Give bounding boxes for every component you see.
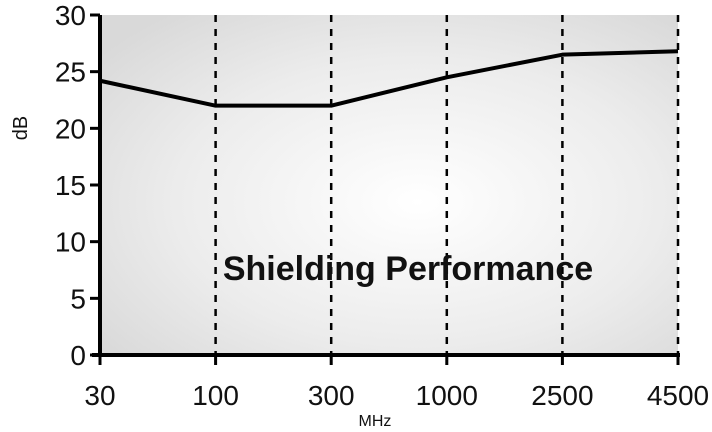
x-tick-label: 100 [192,380,239,411]
x-tick-label: 1000 [416,380,478,411]
grid-lines [214,15,680,355]
x-tick-label: 2500 [531,380,593,411]
x-axis-label: MHz [359,413,392,430]
x-ticks: 30 100 300 1000 2500 4500 [84,355,709,411]
x-tick-label: 300 [308,380,355,411]
series-line [99,49,679,108]
y-tick-label: 5 [70,283,86,314]
y-tick-label: 0 [70,340,86,371]
x-tick-label: 30 [84,380,115,411]
y-tick-label: 15 [55,170,86,201]
x-tick-label: 4500 [647,380,709,411]
y-tick-label: 30 [55,0,86,31]
plot-area [100,15,678,355]
y-tick-label: 10 [55,227,86,258]
y-ticks: 0 5 10 15 20 25 30 [55,0,100,371]
y-axis-label: dB [10,116,32,140]
y-tick-label: 20 [55,113,86,144]
chart-title: Shielding Performance [223,250,593,288]
y-tick-label: 25 [55,57,86,88]
